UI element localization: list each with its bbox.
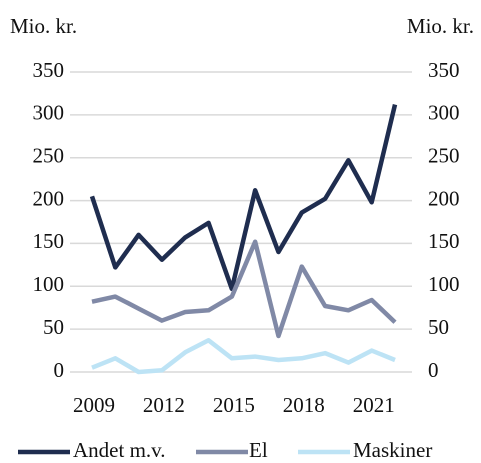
y2-tick-label: 50 bbox=[428, 315, 449, 339]
y-tick-label: 250 bbox=[33, 144, 65, 168]
x-tick-label: 2015 bbox=[213, 393, 255, 417]
legend-label: El bbox=[249, 438, 268, 462]
y2-tick-label: 0 bbox=[428, 358, 439, 382]
legend-label: Andet m.v. bbox=[73, 438, 166, 462]
y-tick-label: 350 bbox=[33, 58, 65, 82]
y2-tick-label: 100 bbox=[428, 272, 460, 296]
y-tick-label: 50 bbox=[43, 315, 64, 339]
y2-axis-label: Mio. kr. bbox=[407, 14, 474, 38]
y2-tick-label: 350 bbox=[428, 58, 460, 82]
y2-tick-label: 250 bbox=[428, 144, 460, 168]
x-tick-label: 2021 bbox=[353, 393, 395, 417]
y-tick-label: 300 bbox=[33, 101, 65, 125]
series-line bbox=[91, 239, 397, 339]
y-tick-label: 200 bbox=[33, 186, 65, 210]
x-tick-label: 2012 bbox=[143, 393, 185, 417]
y-tick-label: 100 bbox=[33, 272, 65, 296]
y2-tick-label: 150 bbox=[428, 229, 460, 253]
y2-tick-label: 300 bbox=[428, 101, 460, 125]
y-tick-label: 0 bbox=[54, 358, 65, 382]
legend-label: Maskiner bbox=[353, 438, 432, 462]
x-tick-label: 2009 bbox=[73, 393, 115, 417]
y-axis-label: Mio. kr. bbox=[10, 14, 77, 38]
x-tick-label: 2018 bbox=[283, 393, 325, 417]
y-tick-label: 150 bbox=[33, 229, 65, 253]
y2-tick-label: 200 bbox=[428, 186, 460, 210]
series-line bbox=[89, 104, 398, 292]
series-line bbox=[91, 338, 396, 375]
